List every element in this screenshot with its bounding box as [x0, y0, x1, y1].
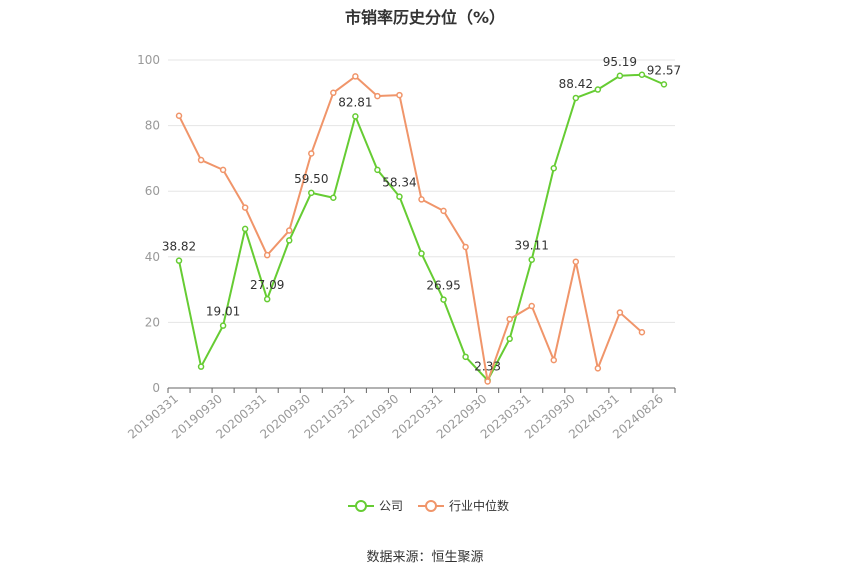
legend-marker [425, 500, 437, 512]
data-point [396, 193, 403, 200]
data-point [638, 71, 646, 79]
data-point [462, 243, 469, 251]
data-point [175, 257, 183, 264]
data-label: 92.57 [647, 63, 681, 77]
y-tick-label: 20 [145, 315, 160, 329]
data-label: 95.19 [603, 55, 637, 69]
data-point [352, 73, 359, 80]
data-point [418, 196, 425, 203]
y-tick-label: 0 [152, 381, 160, 395]
y-tick-label: 40 [145, 250, 160, 264]
data-point [374, 166, 381, 174]
legend-marker [355, 500, 367, 512]
data-point [506, 335, 513, 343]
data-point [594, 86, 602, 93]
y-tick-label: 100 [137, 53, 160, 67]
data-point [506, 315, 513, 323]
data-point [572, 258, 580, 265]
data-label: 2.33 [474, 359, 501, 373]
data-label: 39.11 [515, 239, 549, 253]
data-point [197, 156, 205, 164]
data-point [374, 92, 381, 100]
series-layer [175, 71, 668, 385]
y-tick-label: 80 [145, 119, 160, 133]
data-point [550, 164, 558, 172]
data-label: 88.42 [559, 77, 593, 91]
data-point [175, 112, 183, 120]
data-source-note: 数据来源：恒生聚源 [366, 550, 484, 565]
data-point [638, 328, 646, 336]
data-point [660, 81, 668, 88]
data-label: 38.82 [162, 240, 196, 254]
data-point [308, 189, 315, 197]
series-line-industry [178, 75, 643, 383]
data-label: 27.09 [250, 278, 284, 292]
data-label: 82.81 [338, 95, 372, 109]
data-point [219, 166, 227, 174]
data-point [285, 227, 293, 234]
data-point [528, 256, 535, 263]
data-point [418, 250, 425, 257]
data-label: 58.34 [382, 176, 416, 190]
data-point [241, 225, 249, 233]
legend-item-company: 公司 [348, 499, 403, 513]
data-point [308, 150, 315, 157]
data-point [616, 309, 624, 316]
data-point [330, 194, 337, 202]
chart-title: 市销率历史分位（%） [344, 8, 506, 27]
legend: 公司 行业中位数 [348, 498, 509, 513]
grid-layer [168, 59, 675, 323]
data-point [263, 251, 271, 259]
data-point [241, 204, 249, 211]
data-point [263, 295, 271, 303]
y-tick-label: 60 [145, 184, 160, 198]
data-point [330, 89, 337, 97]
data-point [550, 356, 558, 364]
data-label: 26.95 [426, 279, 460, 293]
data-point [219, 322, 227, 329]
data-point [616, 72, 624, 80]
data-point [285, 237, 293, 244]
data-point [484, 378, 491, 385]
legend-item-industry: 行业中位数 [418, 498, 509, 513]
data-point [528, 302, 535, 310]
data-point [197, 363, 205, 370]
legend-label: 行业中位数 [449, 498, 509, 513]
legend-label: 公司 [379, 499, 403, 513]
data-point [352, 113, 359, 120]
data-point [396, 91, 403, 99]
data-point [440, 296, 447, 303]
axis-layer: 0204060801002019033120190930202003312020… [125, 53, 676, 442]
data-label: 59.50 [294, 172, 328, 186]
data-point [572, 94, 580, 102]
data-point [594, 365, 602, 372]
data-point [440, 207, 447, 215]
data-label-layer: 38.82 19.01 27.09 59.50 82.81 58.34 26.95 2.33 3… [162, 55, 681, 374]
data-point [462, 353, 469, 361]
data-label: 19.01 [206, 305, 240, 319]
